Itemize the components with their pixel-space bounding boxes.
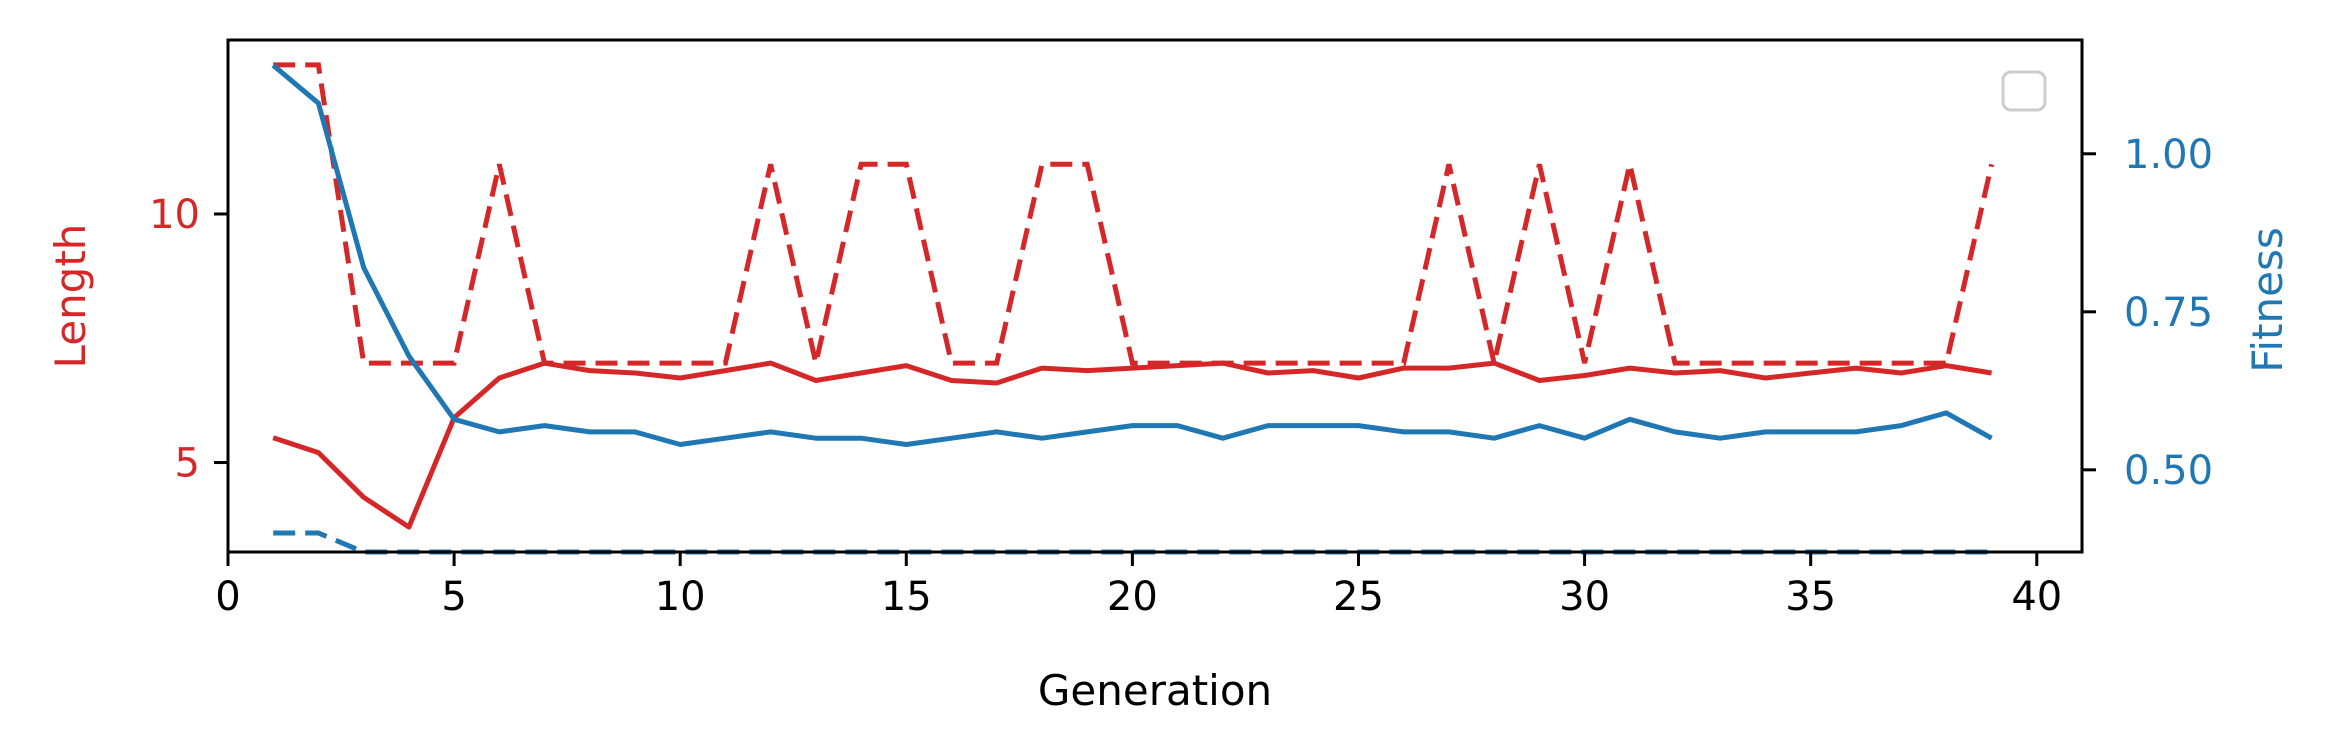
left-y-axis: 5 10 [149,192,228,487]
x-tick-label: 5 [441,574,466,620]
x-tick-label: 0 [215,574,240,620]
x-tick-label: 15 [881,574,932,620]
fitness-solid-line [271,63,1993,447]
x-tick-label: 25 [1333,574,1384,620]
x-tick-label: 35 [1785,574,1836,620]
right-y-tick-label: 1.00 [2124,132,2213,178]
left-y-tick-label: 10 [149,192,200,238]
x-tick-label: 10 [655,574,706,620]
left-y-axis-label: Length [46,224,95,369]
right-y-axis-label: Fitness [2243,227,2292,372]
x-axis-label: Generation [1038,666,1272,715]
series-layer [271,62,1995,555]
x-tick-label: 20 [1107,574,1158,620]
right-y-tick-label: 0.75 [2124,290,2213,336]
length-dashed-line [273,62,1995,366]
left-y-tick-label: 5 [175,441,200,487]
x-tick-label: 30 [1559,574,1610,620]
right-y-axis: 0.50 0.75 1.00 [2082,132,2213,494]
legend-box [2001,70,2047,112]
plot-frame [226,38,2084,554]
right-y-tick-label: 0.50 [2124,448,2213,494]
x-tick-label: 40 [2011,574,2062,620]
x-axis: 0 5 10 15 20 25 30 35 40 [215,552,2062,620]
fitness-dashed-line [273,530,1992,555]
length-solid-line [272,360,1993,530]
